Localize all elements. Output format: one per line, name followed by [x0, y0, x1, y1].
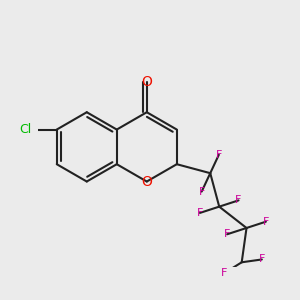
Text: Cl: Cl: [20, 123, 32, 136]
Text: F: F: [221, 268, 228, 278]
Text: F: F: [236, 195, 242, 206]
Text: F: F: [263, 217, 269, 227]
Text: F: F: [197, 208, 203, 218]
Text: F: F: [199, 187, 205, 196]
Text: O: O: [141, 75, 152, 89]
Text: F: F: [224, 229, 230, 239]
Text: O: O: [141, 175, 152, 188]
Text: F: F: [216, 150, 222, 160]
Text: F: F: [259, 254, 265, 265]
